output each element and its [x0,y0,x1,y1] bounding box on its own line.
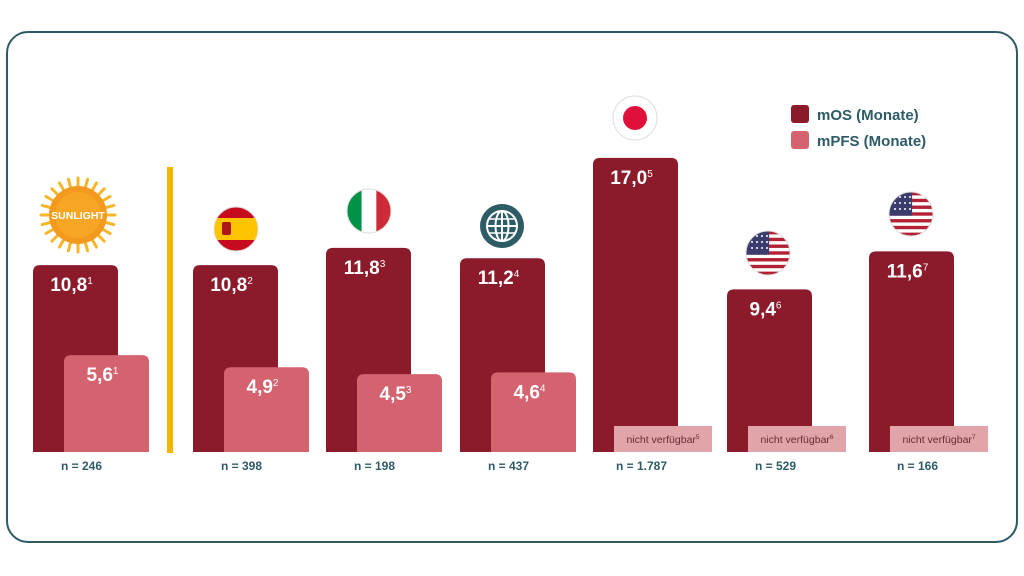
divider-line [167,167,173,453]
legend-item: mPFS (Monate) [791,131,926,150]
legend-swatch [791,131,809,149]
bar-group-3 [460,258,576,452]
sunlight-label: SUNLIGHT [51,210,105,222]
legend-item: mOS (Monate) [791,105,919,124]
pfs-value-label: 5,61 [87,365,119,386]
sample-size-label: n = 398 [221,459,262,473]
sample-size-label: n = 198 [354,459,395,473]
usa-flag-icon [888,191,934,237]
sample-size-label: n = 1.787 [616,459,667,473]
spain-flag-icon [213,206,259,252]
sample-size-label: n = 437 [488,459,529,473]
mos-bar [869,251,954,452]
mos-value-label: 10,82 [210,275,253,296]
pfs-value-label: 4,53 [380,384,412,405]
not-available-box [748,426,846,452]
mos-value-label: 17,05 [610,168,653,189]
pfs-bar [64,355,149,452]
mos-bar [727,289,812,452]
pfs-bar [224,367,309,452]
pfs-bar [357,374,442,452]
sample-size-label: n = 166 [897,459,938,473]
bar-group-0 [33,265,149,452]
mos-value-label: 10,81 [50,275,93,296]
mos-bar [593,157,678,452]
japan-flag-icon [612,95,658,141]
bar-group-1 [193,265,309,452]
mos-value-label: 9,46 [750,299,782,320]
legend-swatch [791,105,809,123]
not-available-box [890,426,988,452]
pfs-value-label: 4,64 [514,382,546,403]
not-available-box [614,426,712,452]
legend-label: mOS (Monate) [817,107,919,124]
not-available-label: nicht verfügbar7 [902,434,975,446]
globe-icon [480,204,524,248]
legend: mOS (Monate) mPFS (Monate) [791,105,926,150]
not-available-label: nicht verfügbar5 [626,434,699,446]
mos-value-label: 11,83 [344,258,386,279]
mos-value-label: 11,67 [887,261,929,282]
bar-group-5 [727,289,846,452]
not-available-label: nicht verfügbar6 [760,434,833,446]
sample-size-label: n = 529 [755,459,796,473]
bar-group-4 [593,157,712,452]
mos-value-label: 11,24 [478,268,520,289]
italy-flag-icon [346,188,392,234]
bar-group-2 [326,247,442,452]
usa-flag-icon [745,230,791,276]
pfs-value-label: 4,92 [247,377,279,398]
pfs-bar [491,372,576,452]
bar-group-6 [869,251,988,452]
legend-label: mPFS (Monate) [817,133,926,150]
sample-size-label: n = 246 [61,459,102,473]
sun-icon [39,176,117,254]
